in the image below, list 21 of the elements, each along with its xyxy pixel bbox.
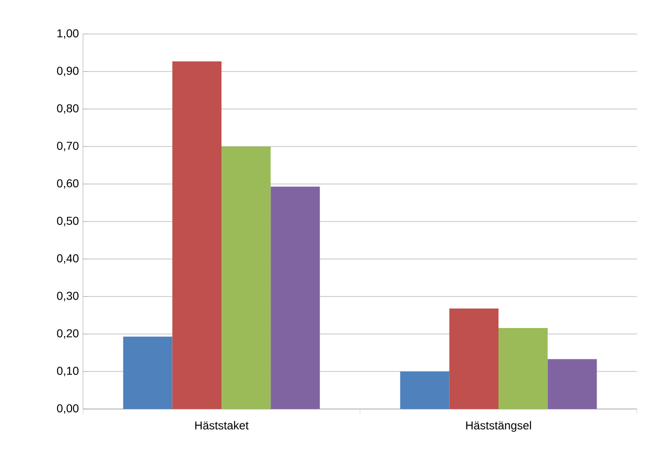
y-tick-label: 0,10 — [57, 366, 79, 376]
bar — [222, 146, 271, 409]
y-tick-label: 0,70 — [57, 142, 79, 152]
bar — [172, 61, 222, 409]
y-tick-label: 0,60 — [57, 179, 79, 189]
bar — [270, 186, 320, 409]
x-tick-label: Häststaket — [195, 421, 249, 430]
y-tick-label: 0,50 — [57, 216, 79, 226]
bar — [400, 372, 450, 409]
y-tick-label: 0,80 — [57, 104, 79, 114]
bar — [123, 336, 172, 409]
y-tick-label: 0,90 — [57, 66, 79, 76]
y-tick-label: 0,00 — [57, 404, 79, 414]
y-tick-label: 0,40 — [57, 254, 79, 264]
bar — [498, 328, 548, 409]
y-tick-label: 0,20 — [57, 329, 79, 339]
bar — [548, 359, 597, 409]
bar — [449, 308, 499, 409]
y-tick-label: 0,30 — [57, 292, 79, 302]
x-tick-label: Häststängsel — [466, 421, 531, 432]
y-tick-label: 1,00 — [57, 29, 79, 39]
